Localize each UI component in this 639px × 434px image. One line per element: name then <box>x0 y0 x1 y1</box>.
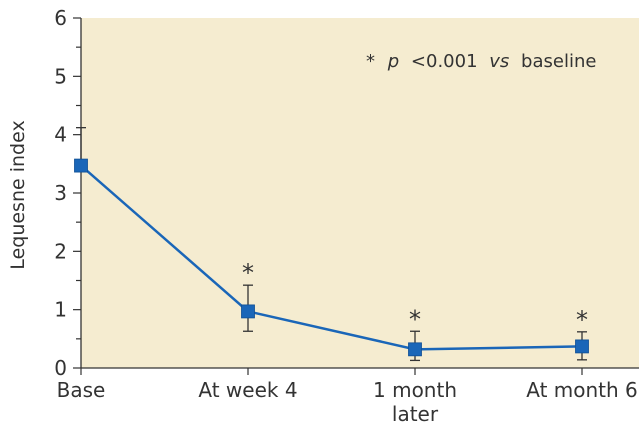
x-tick-label: At week 4 <box>198 378 297 402</box>
y-tick-label: 2 <box>54 239 67 263</box>
y-tick-label: 6 <box>54 6 67 30</box>
annotation-vs: vs <box>489 51 509 72</box>
significance-star: * <box>409 305 421 333</box>
data-point <box>74 158 88 173</box>
y-axis-title: Lequesne index <box>7 120 29 269</box>
annotation-star: * <box>366 51 375 72</box>
x-tick-label: 1 month <box>373 378 457 402</box>
y-tick-label: 4 <box>54 123 67 147</box>
data-point <box>408 342 422 357</box>
series-line <box>80 164 583 351</box>
annotation-condition: <0.001 <box>411 51 478 72</box>
y-tick-label: 5 <box>54 64 67 88</box>
x-tick-label: Base <box>57 378 106 402</box>
y-tick-label: 1 <box>54 298 67 322</box>
y-axis-ticks: 0 1 2 3 4 5 6 <box>54 6 81 380</box>
y-tick-label: 3 <box>54 181 67 205</box>
y-tick-label: 0 <box>54 356 67 380</box>
plot-area-background <box>81 18 639 368</box>
significance-annotation: * p <0.001 vs baseline <box>366 51 596 72</box>
x-tick-label: later <box>392 402 439 426</box>
series-layer: * * * <box>74 127 589 362</box>
data-point <box>575 339 589 354</box>
annotation-tail: baseline <box>521 51 596 72</box>
significance-star: * <box>576 306 588 334</box>
significance-star: * <box>242 259 254 287</box>
x-tick-label: At month 6 <box>526 378 638 402</box>
data-point <box>241 304 255 319</box>
annotation-p-symbol: p <box>387 51 399 72</box>
